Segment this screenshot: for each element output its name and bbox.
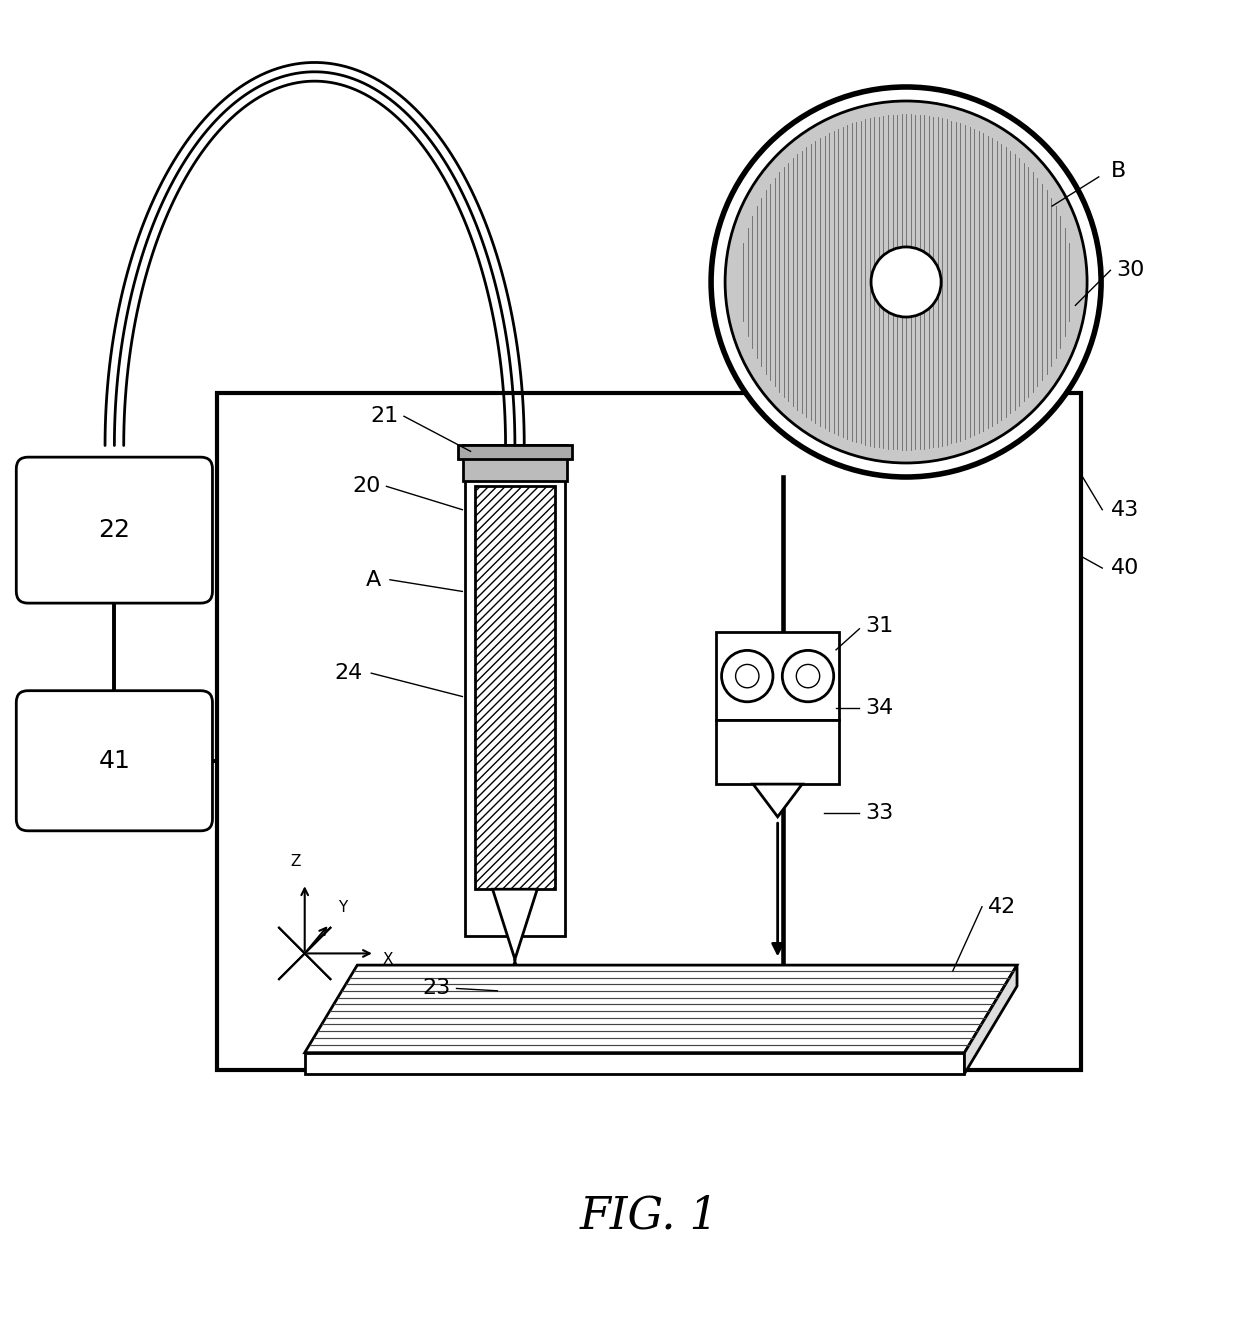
Bar — [458, 446, 572, 459]
Bar — [463, 446, 567, 480]
Bar — [465, 446, 564, 935]
FancyBboxPatch shape — [16, 458, 212, 603]
Polygon shape — [305, 964, 1017, 1053]
Text: X: X — [383, 951, 393, 967]
Polygon shape — [753, 785, 802, 816]
Ellipse shape — [725, 101, 1087, 463]
Text: 42: 42 — [988, 897, 1016, 917]
Text: 31: 31 — [866, 617, 894, 636]
Text: FIG. 1: FIG. 1 — [579, 1195, 719, 1238]
Bar — [717, 720, 839, 785]
Text: 40: 40 — [1111, 558, 1138, 578]
Circle shape — [796, 664, 820, 688]
Ellipse shape — [711, 87, 1101, 478]
Text: A: A — [366, 570, 381, 590]
Circle shape — [782, 651, 833, 701]
Bar — [217, 393, 1081, 1070]
Text: 22: 22 — [98, 519, 130, 542]
Text: Y: Y — [337, 901, 347, 916]
Text: 20: 20 — [352, 476, 381, 496]
Bar — [717, 632, 839, 720]
Polygon shape — [492, 889, 537, 959]
Polygon shape — [305, 1053, 965, 1074]
FancyBboxPatch shape — [16, 691, 212, 831]
Bar — [475, 487, 554, 889]
Circle shape — [722, 651, 773, 701]
Text: 34: 34 — [866, 699, 894, 718]
Text: 30: 30 — [1116, 261, 1145, 280]
Circle shape — [735, 664, 759, 688]
Text: 24: 24 — [335, 663, 363, 683]
Text: 21: 21 — [370, 406, 398, 426]
Ellipse shape — [870, 247, 941, 318]
Text: 43: 43 — [1111, 500, 1138, 520]
Text: 41: 41 — [98, 749, 130, 773]
Text: Z: Z — [290, 855, 300, 869]
Polygon shape — [965, 964, 1017, 1074]
Text: 23: 23 — [423, 979, 450, 999]
Text: B: B — [1111, 161, 1126, 181]
Text: 33: 33 — [866, 803, 894, 823]
